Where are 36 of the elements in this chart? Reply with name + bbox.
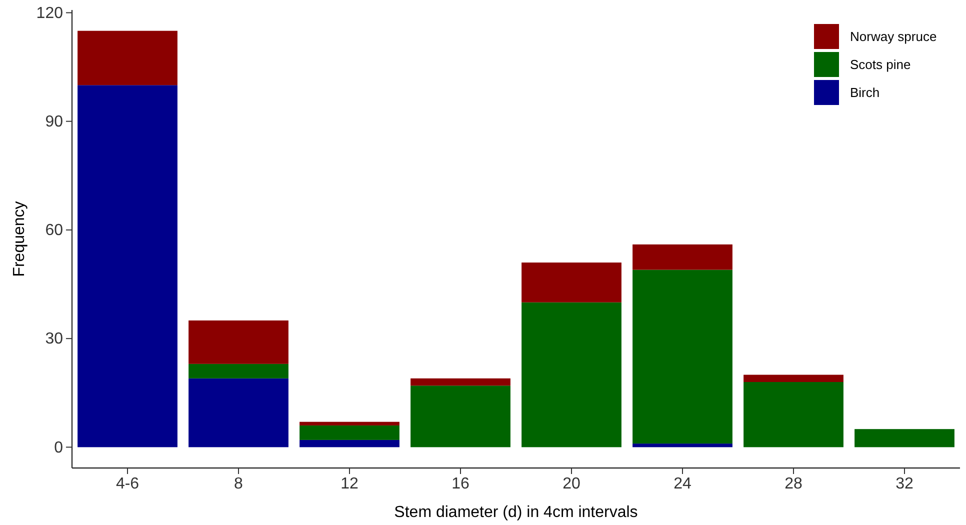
x-tick-label: 16 bbox=[452, 475, 470, 492]
x-axis-title: Stem diameter (d) in 4cm intervals bbox=[394, 504, 638, 521]
bar bbox=[410, 378, 510, 386]
bar bbox=[188, 320, 288, 364]
x-tick-label: 28 bbox=[784, 475, 802, 492]
bar bbox=[632, 270, 732, 444]
bar bbox=[410, 386, 510, 448]
bar bbox=[744, 374, 844, 382]
legend-label: Birch bbox=[850, 85, 880, 100]
y-tick-label: 30 bbox=[45, 330, 64, 348]
bar bbox=[300, 422, 400, 426]
y-tick-label: 0 bbox=[54, 439, 64, 456]
bar bbox=[522, 262, 622, 302]
x-tick-label: 12 bbox=[340, 475, 358, 492]
x-tick-label: 20 bbox=[562, 475, 580, 492]
bar bbox=[78, 85, 178, 448]
y-tick-label: 60 bbox=[45, 222, 64, 240]
bar bbox=[188, 378, 288, 448]
bar bbox=[300, 440, 400, 448]
bar bbox=[188, 364, 288, 378]
legend-label: Norway spruce bbox=[850, 29, 937, 44]
bar bbox=[522, 302, 622, 448]
x-tick-label: 4-6 bbox=[116, 475, 140, 492]
bar bbox=[300, 425, 400, 440]
y-tick-label: 120 bbox=[36, 4, 64, 22]
bar bbox=[744, 382, 844, 448]
x-tick-label: 8 bbox=[234, 475, 244, 492]
y-axis-title: Frequency bbox=[11, 201, 28, 277]
x-tick-label: 24 bbox=[674, 475, 692, 492]
x-tick-label: 32 bbox=[896, 475, 914, 492]
bar bbox=[854, 429, 954, 448]
legend-label: Scots pine bbox=[850, 57, 911, 72]
bar bbox=[632, 244, 732, 270]
bar bbox=[632, 444, 732, 448]
y-tick-label: 90 bbox=[45, 113, 64, 130]
bar bbox=[78, 30, 178, 86]
